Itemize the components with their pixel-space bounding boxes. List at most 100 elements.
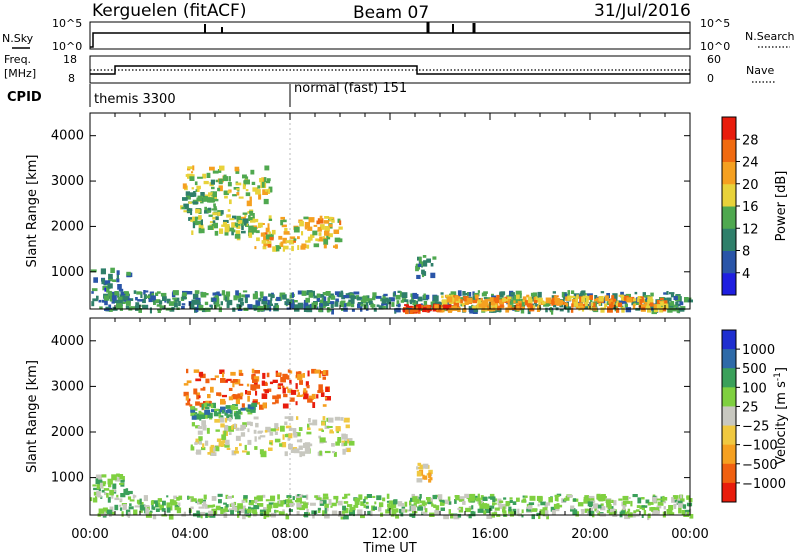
data-cell	[267, 388, 272, 392]
data-cell	[114, 504, 119, 511]
data-cell	[667, 300, 670, 307]
data-cell	[263, 232, 268, 235]
data-cell	[263, 177, 267, 183]
cpid-label: CPID	[7, 90, 42, 105]
data-cell	[680, 495, 683, 500]
data-cell	[226, 299, 233, 306]
data-cell	[157, 498, 162, 502]
data-cell	[504, 296, 509, 300]
data-cell	[235, 427, 240, 431]
data-cell	[325, 291, 331, 296]
data-cell	[537, 297, 543, 303]
data-cell	[103, 488, 110, 491]
data-cell	[374, 501, 377, 505]
data-cell	[559, 308, 564, 312]
data-cell	[672, 304, 678, 308]
data-cell	[457, 513, 462, 518]
data-cell	[289, 379, 292, 385]
data-cell	[594, 295, 598, 300]
data-cell	[190, 210, 193, 215]
data-cell	[252, 509, 257, 514]
data-cell	[270, 495, 276, 502]
data-cell	[254, 370, 260, 374]
data-cell	[269, 442, 273, 445]
data-cell	[188, 217, 193, 221]
data-cell	[324, 450, 331, 454]
data-cell	[255, 402, 260, 405]
data-cell	[316, 293, 321, 298]
data-cell	[254, 501, 258, 504]
data-cell	[178, 301, 181, 307]
data-cell	[198, 501, 202, 505]
data-cell	[670, 293, 674, 298]
data-cell	[240, 432, 246, 437]
data-cell	[263, 296, 268, 301]
data-cell	[230, 371, 236, 376]
data-cell	[262, 494, 266, 498]
data-cell	[193, 369, 200, 373]
data-cell	[235, 169, 240, 174]
data-cell	[191, 230, 194, 235]
data-cell	[308, 292, 313, 298]
data-cell	[668, 304, 674, 308]
data-cell	[276, 296, 281, 302]
colorbar-tick-label: 24	[742, 156, 759, 171]
data-cell	[431, 503, 434, 507]
data-cell	[434, 510, 440, 515]
data-cell	[185, 191, 190, 196]
data-cell	[656, 498, 662, 501]
data-cell	[413, 294, 419, 299]
data-cell	[678, 502, 684, 508]
colorbar-cell	[722, 387, 736, 407]
data-cell	[200, 219, 203, 226]
data-cell	[305, 494, 309, 500]
data-cell	[209, 221, 215, 224]
data-cell	[139, 498, 142, 505]
data-cell	[223, 502, 227, 505]
data-cell	[272, 395, 277, 400]
data-cell	[257, 185, 261, 189]
data-cell	[306, 385, 310, 389]
data-cell	[463, 296, 468, 302]
colorbar-cell	[722, 330, 736, 350]
data-cell	[416, 306, 422, 310]
data-cell	[274, 431, 278, 435]
data-cell	[509, 497, 513, 500]
data-cell	[115, 477, 121, 482]
x-tick-label: 00:00	[671, 527, 708, 542]
data-cell	[387, 505, 394, 510]
data-cell	[606, 509, 610, 514]
data-cell	[191, 415, 197, 420]
data-cell	[246, 200, 252, 207]
data-cell	[289, 292, 294, 299]
data-cell	[111, 300, 116, 304]
data-cell	[418, 497, 421, 501]
data-cell	[381, 298, 387, 304]
data-cell	[386, 493, 390, 499]
data-cell	[225, 223, 230, 230]
data-cell	[439, 501, 445, 506]
data-cell	[570, 295, 575, 298]
data-cell	[604, 295, 609, 301]
data-cell	[482, 503, 488, 508]
data-cell	[224, 195, 228, 199]
beam-title: Beam 07	[353, 3, 429, 23]
data-cell	[268, 186, 273, 192]
data-cell	[453, 303, 458, 307]
data-cell	[656, 299, 661, 304]
data-cell	[186, 210, 191, 214]
data-cell	[98, 299, 102, 303]
data-cell	[618, 294, 624, 297]
data-cell	[382, 497, 386, 502]
data-cell	[630, 500, 633, 507]
data-cell	[295, 383, 298, 389]
data-cell	[127, 496, 132, 500]
data-cell	[673, 504, 677, 509]
data-cell	[417, 263, 422, 267]
data-cell	[588, 511, 593, 517]
data-cell	[269, 381, 274, 385]
data-cell	[250, 404, 253, 409]
data-cell	[251, 402, 258, 407]
data-cell	[618, 498, 623, 501]
data-cell	[318, 384, 323, 391]
